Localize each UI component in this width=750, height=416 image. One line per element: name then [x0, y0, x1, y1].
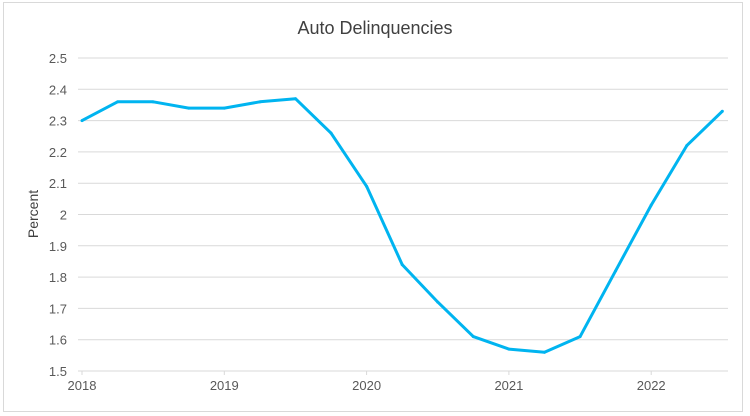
series [80, 97, 724, 354]
data-point [365, 184, 369, 188]
data-point [222, 106, 226, 110]
data-point [507, 347, 511, 351]
y-tick-label: 1.9 [49, 239, 67, 254]
data-point [685, 144, 689, 148]
y-tick-label: 1.8 [49, 270, 67, 285]
y-tick-label: 2.2 [49, 145, 67, 160]
chart-frame [3, 2, 743, 412]
y-tick-label: 1.6 [49, 333, 67, 348]
data-point [720, 109, 724, 113]
chart-title: Auto Delinquencies [297, 18, 453, 38]
data-point [436, 300, 440, 304]
y-axis-ticks: 1.5 1.6 1.7 1.8 1.9 2 2.1 2.2 2.3 2.4 2.5 [49, 51, 67, 379]
x-tick-label: 2020 [352, 378, 381, 393]
gridlines [78, 57, 728, 372]
x-tick-label: 2022 [637, 378, 666, 393]
data-point [187, 106, 191, 110]
x-tick-label: 2019 [210, 378, 239, 393]
data-point [649, 203, 653, 207]
data-point [542, 350, 546, 354]
y-tick-label: 2.3 [49, 114, 67, 129]
data-point [258, 100, 262, 104]
data-point [471, 335, 475, 339]
data-point [578, 335, 582, 339]
x-tick-label: 2021 [494, 378, 523, 393]
y-tick-label: 2.4 [49, 82, 67, 97]
x-axis-ticks: 2018 2019 2020 2021 2022 [68, 371, 666, 393]
y-tick-label: 2.5 [49, 51, 67, 66]
series-line [81, 97, 724, 354]
data-point [80, 119, 84, 123]
y-axis-label: Percent [25, 190, 41, 238]
data-point [400, 263, 404, 267]
y-tick-label: 2.1 [49, 176, 67, 191]
data-point [151, 100, 155, 104]
data-point [116, 100, 120, 104]
y-tick-label: 1.7 [49, 301, 67, 316]
data-point [293, 97, 297, 101]
y-tick-label: 2 [60, 208, 67, 223]
y-tick-label: 1.5 [49, 364, 67, 379]
x-tick-label: 2018 [68, 378, 97, 393]
data-point [614, 269, 618, 273]
data-point [329, 131, 333, 135]
